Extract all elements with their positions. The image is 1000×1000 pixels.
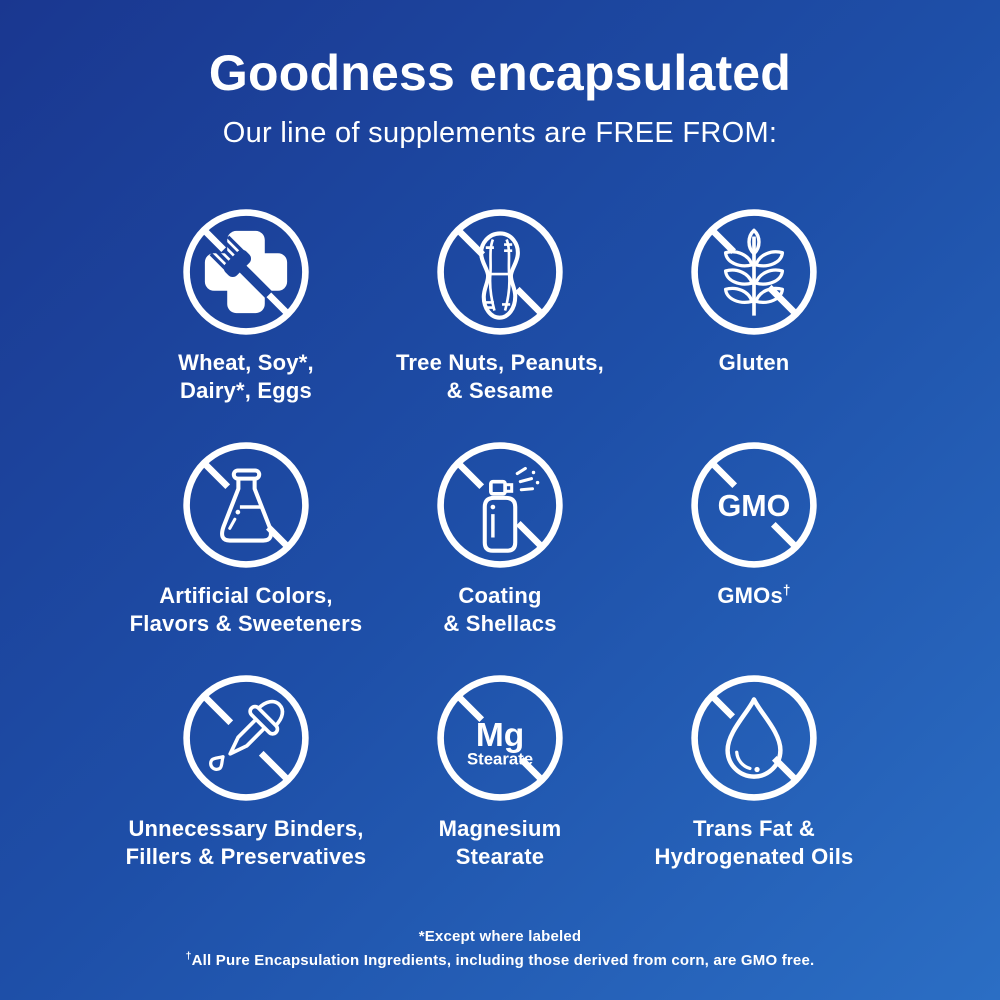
free-from-label: Gluten: [718, 350, 790, 375]
free-from-item-coating: Coating & Shellacs: [373, 439, 627, 638]
free-from-label: Tree Nuts, Peanuts, & Sesame: [396, 350, 604, 403]
free-from-item-binders: Unnecessary Binders, Fillers & Preservat…: [119, 672, 373, 871]
no-flask-icon: [183, 442, 309, 568]
free-from-item-artificial: Artificial Colors, Flavors & Sweeteners: [119, 439, 373, 638]
no-cross-fork-icon: [183, 209, 309, 335]
page-title: Goodness encapsulated: [208, 45, 792, 101]
no-mg-stearate-icon: Mg Stearate: [437, 675, 563, 801]
free-from-item-gmos: GMO GMOs†: [627, 439, 881, 638]
footnote-asterisk: *Except where labeled: [418, 928, 582, 945]
free-from-label: Wheat, Soy*, Dairy*, Eggs: [178, 350, 314, 403]
free-from-label: Magnesium Stearate: [438, 816, 562, 869]
no-wheat-icon: [691, 209, 817, 335]
free-from-label: GMOs†: [717, 582, 791, 608]
free-from-grid: Wheat, Soy*, Dairy*, Eggs Tree Nuts, Pea…: [119, 206, 881, 871]
no-oil-drop-icon: [691, 675, 817, 801]
free-from-item-mg-stearate: Mg Stearate Magnesium Stearate: [373, 672, 627, 871]
gmo-icon-text: GMO: [718, 489, 791, 523]
mg-icon-text: Mg: [476, 717, 524, 754]
free-from-label: Trans Fat & Hydrogenated Oils: [654, 816, 854, 869]
stearate-icon-text: Stearate: [467, 749, 533, 768]
no-gmo-icon: GMO: [691, 442, 817, 568]
no-peanut-icon: [437, 209, 563, 335]
free-from-label: Artificial Colors, Flavors & Sweeteners: [129, 583, 363, 636]
footnotes: *Except where labeled †All Pure Encapsul…: [0, 925, 1000, 973]
free-from-item-allergens: Wheat, Soy*, Dairy*, Eggs: [119, 206, 373, 405]
free-from-item-nuts: Tree Nuts, Peanuts, & Sesame: [373, 206, 627, 405]
no-spray-can-icon: [437, 442, 563, 568]
footnote-dagger: †All Pure Encapsulation Ingredients, inc…: [185, 950, 815, 969]
no-dropper-icon: [183, 675, 309, 801]
page-subtitle: Our line of supplements are FREE FROM:: [222, 117, 778, 149]
free-from-label: Unnecessary Binders, Fillers & Preservat…: [125, 816, 367, 869]
free-from-label: Coating & Shellacs: [443, 583, 557, 636]
header: Goodness encapsulated Our line of supple…: [0, 0, 1000, 150]
free-from-item-gluten: Gluten: [627, 206, 881, 405]
free-from-item-trans-fat: Trans Fat & Hydrogenated Oils: [627, 672, 881, 871]
